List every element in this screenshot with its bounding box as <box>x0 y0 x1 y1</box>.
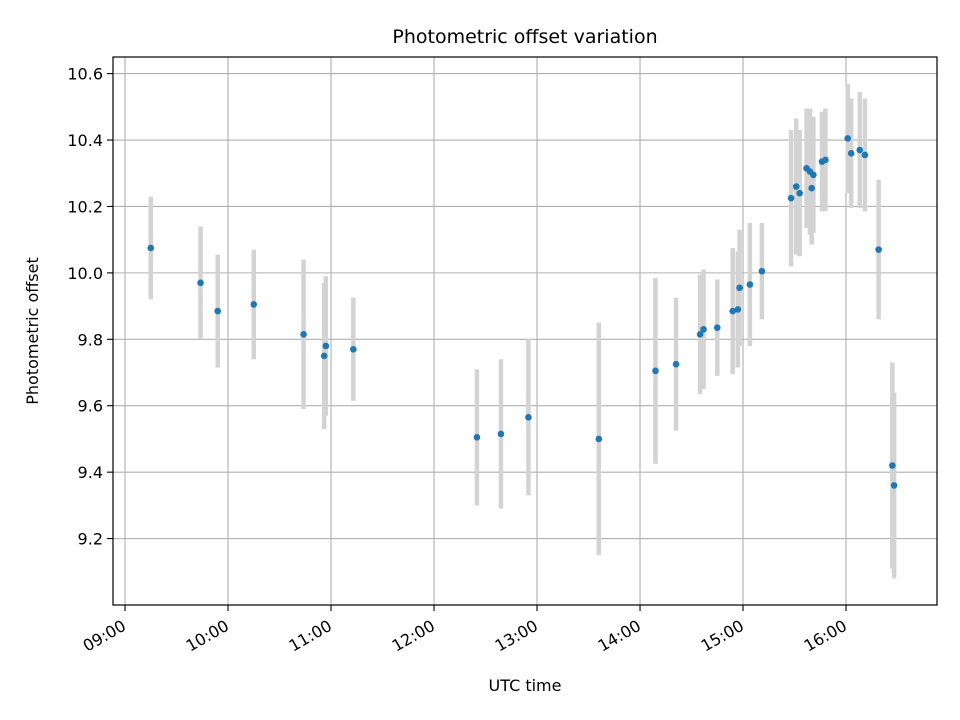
data-point <box>322 342 330 350</box>
chart-title: Photometric offset variation <box>392 26 657 48</box>
data-point <box>810 171 817 179</box>
data-point <box>796 189 803 197</box>
data-point <box>847 150 855 157</box>
y-axis-ticks: 9.2 9.4 9.6 9.8 10.0 10.2 10.4 10.6 <box>67 65 113 549</box>
data-point <box>875 246 882 253</box>
x-axis-label: UTC time <box>489 676 562 695</box>
data-point <box>300 331 307 338</box>
data-point <box>350 345 357 353</box>
y-tick-label: 9.4 <box>78 463 103 482</box>
data-point <box>758 267 766 275</box>
y-tick-label: 10.2 <box>67 197 103 216</box>
y-tick-label: 9.8 <box>78 330 103 349</box>
y-tick-label: 10.4 <box>67 131 103 150</box>
data-point <box>808 184 815 192</box>
y-tick-label: 10.0 <box>67 264 103 283</box>
data-point <box>652 367 659 375</box>
data-point <box>595 435 603 443</box>
data-point <box>473 433 481 441</box>
data-point <box>861 151 869 159</box>
data-point <box>320 352 328 360</box>
data-point <box>890 482 898 489</box>
data-point <box>700 326 707 333</box>
y-axis-label: Photometric offset <box>23 257 42 405</box>
data-point <box>713 324 721 331</box>
data-point <box>672 360 680 368</box>
data-point <box>729 307 737 315</box>
data-point <box>525 414 532 421</box>
y-tick-label: 9.6 <box>78 397 103 416</box>
data-point <box>696 331 704 338</box>
data-point <box>250 301 258 308</box>
data-point <box>736 284 743 292</box>
data-point <box>889 462 896 469</box>
data-point <box>197 279 204 287</box>
data-point <box>787 194 795 202</box>
data-point <box>734 306 742 313</box>
data-point <box>844 135 852 142</box>
data-point <box>147 244 155 252</box>
data-point <box>214 307 222 315</box>
data-point <box>746 281 754 288</box>
data-points <box>147 135 898 489</box>
data-point <box>792 183 800 190</box>
data-point <box>856 146 864 154</box>
data-point <box>822 156 829 164</box>
y-tick-label: 9.2 <box>78 530 103 549</box>
plot-area-frame <box>112 56 938 606</box>
data-point <box>497 430 505 438</box>
y-tick-label: 10.6 <box>67 65 103 84</box>
